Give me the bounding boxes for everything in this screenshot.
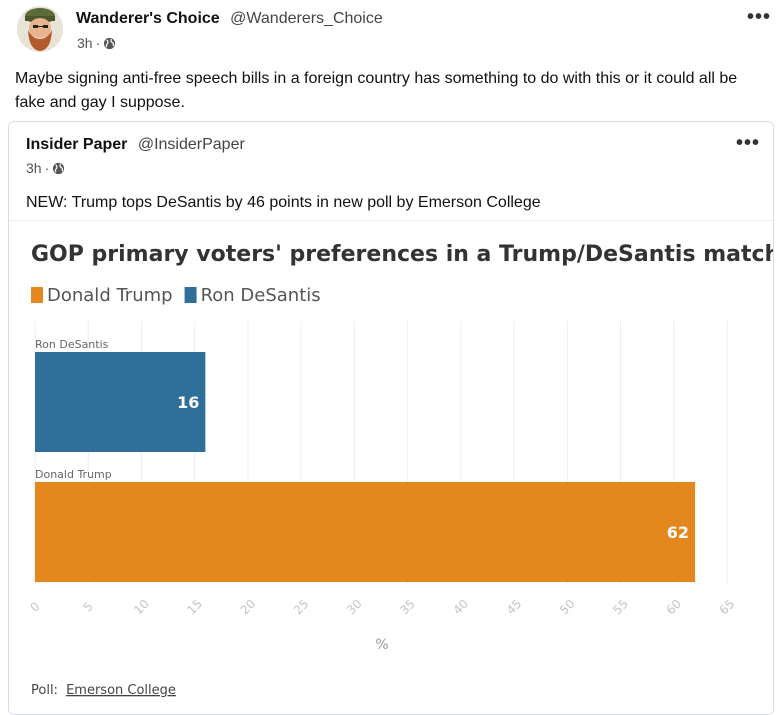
x-tick-label-9: 45 (504, 597, 525, 618)
legend-swatch-1 (184, 287, 197, 303)
chart-legend: Donald Trump Ron DeSantis (31, 285, 321, 306)
post-time[interactable]: 3h (77, 35, 93, 51)
chart-image: GOP primary voters' preferences in a Tru… (9, 220, 773, 714)
bar-category-label-0: Ron DeSantis (35, 338, 109, 351)
post-text: Maybe signing anti-free speech bills in … (15, 70, 738, 111)
x-tick-label-2: 10 (131, 597, 152, 618)
quote-author-name[interactable]: Insider Paper (26, 136, 128, 153)
quote-time[interactable]: 3h (26, 160, 42, 176)
author-name[interactable]: Wanderer's Choice (76, 10, 220, 27)
bar-1 (35, 482, 696, 582)
avatar-illustration (17, 6, 63, 52)
post-meta: 3h · (77, 35, 116, 51)
avatar[interactable] (17, 6, 63, 52)
x-tick-label-5: 25 (291, 597, 312, 618)
x-tick-label-1: 5 (81, 599, 96, 614)
author-handle[interactable]: @Wanderers_Choice (230, 10, 383, 27)
x-tick-label-7: 35 (397, 597, 418, 618)
quote-author-handle[interactable]: @InsiderPaper (137, 136, 245, 153)
quote-author-line: Insider Paper @InsiderPaper (26, 136, 245, 154)
bar-chart: GOP primary voters' preferences in a Tru… (27, 242, 773, 698)
x-tick-label-10: 50 (557, 597, 578, 618)
legend-label-0: Donald Trump (47, 285, 173, 306)
x-tick-label-0: 0 (27, 599, 42, 614)
legend-swatch-0 (31, 287, 43, 303)
quoted-post[interactable]: Insider Paper @InsiderPaper 3h · ••• NEW… (8, 121, 774, 715)
x-tick-label-13: 65 (717, 597, 738, 618)
x-axis-label: % (375, 637, 388, 653)
globe-icon (53, 162, 65, 174)
globe-icon (104, 37, 116, 49)
bar-value-label-1: 62 (667, 523, 689, 542)
quote-text: NEW: Trump tops DeSantis by 46 points in… (26, 194, 541, 211)
legend-label-1: Ron DeSantis (201, 285, 321, 306)
meta-separator: · (95, 35, 101, 51)
x-tick-label-12: 60 (663, 597, 684, 618)
x-axis-ticks: 0 5 10 15 20 25 30 35 40 45 50 55 60 65 (27, 597, 737, 618)
post-more-button[interactable]: ••• (747, 6, 772, 28)
x-tick-label-4: 20 (238, 597, 259, 618)
quote-more-button[interactable]: ••• (736, 132, 761, 154)
bar-0 (35, 352, 206, 452)
x-tick-label-3: 15 (184, 597, 205, 618)
bar-category-label-1: Donald Trump (35, 468, 112, 481)
x-tick-label-6: 30 (344, 597, 365, 618)
quote-meta: 3h · (26, 160, 65, 176)
x-tick-label-11: 55 (610, 597, 631, 618)
author-line: Wanderer's Choice @Wanderers_Choice (76, 10, 383, 28)
chart-title: GOP primary voters' preferences in a Tru… (31, 242, 773, 267)
source-label: Poll: (31, 683, 58, 698)
chart-source: Poll: Emerson College (31, 683, 176, 698)
chart-bars: Ron DeSantis 16 Donald Trump 62 (35, 338, 696, 582)
source-link[interactable]: Emerson College (66, 683, 176, 698)
x-tick-label-8: 40 (450, 597, 471, 618)
bar-value-label-0: 16 (177, 393, 199, 412)
quote-meta-separator: · (44, 160, 50, 176)
